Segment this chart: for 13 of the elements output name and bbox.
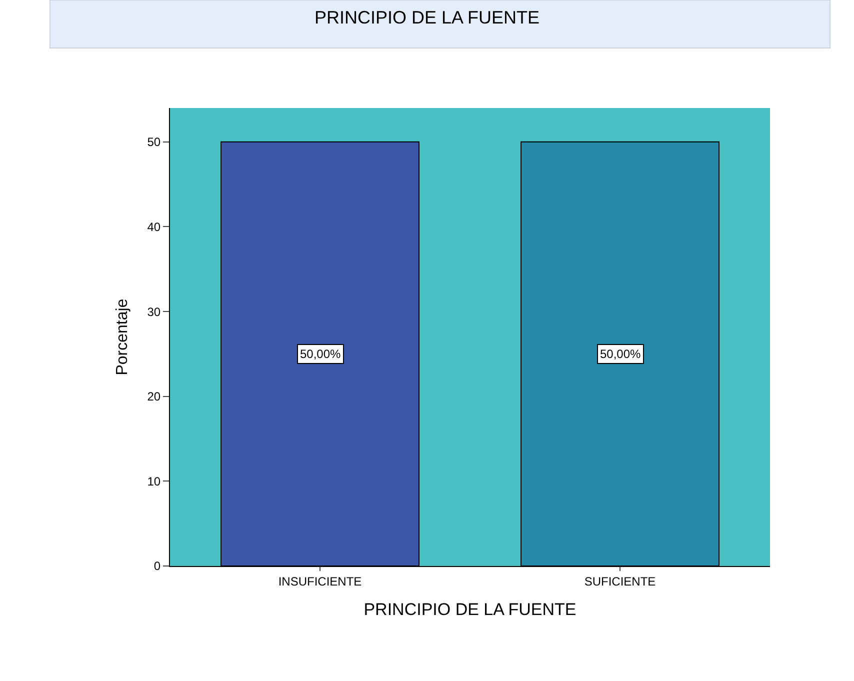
chart-title: PRINCIPIO DE LA FUENTE [314,7,540,28]
x-tick-label: SUFICIENTE [584,574,656,588]
y-axis-title: Porcentaje [114,298,132,376]
y-tick-label: 40 [147,220,161,234]
data-label: 50,00% [600,347,642,361]
y-tick-label: 20 [147,390,161,404]
y-tick-label: 10 [147,474,161,488]
y-tick-label: 0 [154,559,161,574]
data-label: 50,00% [300,347,342,361]
y-tick-label: 30 [147,304,161,319]
x-axis-title: PRINCIPIO DE LA FUENTE [364,600,576,619]
y-tick-label: 50 [147,135,161,150]
x-tick-label: INSUFICIENTE [278,574,362,588]
